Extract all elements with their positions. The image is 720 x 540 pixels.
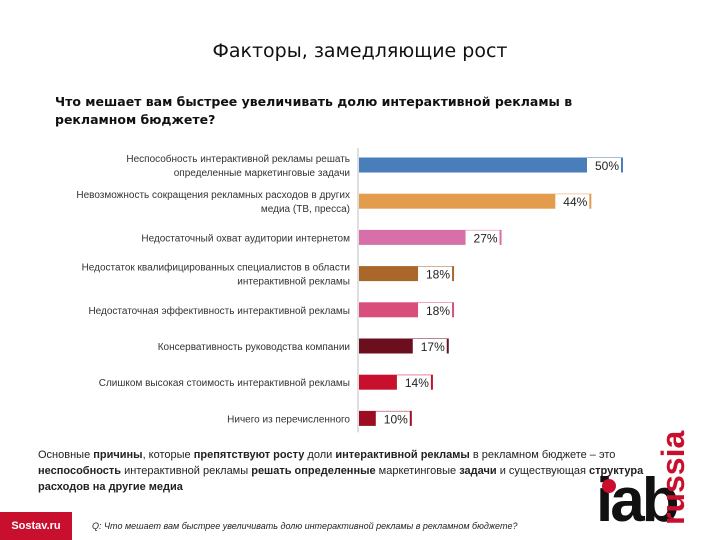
bar-value-label-bg-7 xyxy=(396,375,431,391)
bar-value-label-2: 44% xyxy=(563,195,587,209)
category-label-2-line-2: медиа (ТВ, пресса) xyxy=(261,204,350,215)
category-label-5: Недостаточная эффективность интерактивно… xyxy=(88,305,350,317)
bar-value-label-bg-4 xyxy=(418,266,453,282)
sostav-logo: Sostav.ru xyxy=(0,512,72,540)
bar-value-label-8: 10% xyxy=(384,412,408,426)
category-label-1-line-1: Неспособность интерактивной рекламы реша… xyxy=(126,153,350,165)
russia-logo-text: russia xyxy=(655,430,691,525)
iab-logo-dot xyxy=(602,479,616,493)
bar-value-label-3: 27% xyxy=(474,231,498,245)
bar-value-label-7: 14% xyxy=(405,376,429,390)
summary-text: Основные причины, которые препятствуют р… xyxy=(38,449,644,493)
category-label-4-line-2: интерактивной рекламы xyxy=(237,277,350,288)
bar-value-label-1: 50% xyxy=(595,159,619,173)
bar-value-label-bg-6 xyxy=(412,339,447,354)
bar-value-label-bg-3 xyxy=(465,230,500,246)
bar-value-label-bg-8 xyxy=(375,411,410,427)
category-label-8: Ничего из перечисленного xyxy=(227,414,350,425)
bar-value-label-6: 17% xyxy=(421,340,445,354)
bar-value-label-bg-5 xyxy=(418,302,453,318)
bar-1 xyxy=(359,157,623,173)
page-title: Факторы, замедляющие рост xyxy=(212,40,508,62)
chart-question: Что мешает вам быстрее увеличивать долю … xyxy=(55,94,573,127)
category-label-1-line-2: определенные маркетинговые задачи xyxy=(174,168,350,179)
category-label-2-line-1: Невозможность сокращения рекламных расхо… xyxy=(76,190,350,201)
footnote: Q: Что мешает вам быстрее увеличивать до… xyxy=(92,521,518,531)
category-label-7: Слишком высокая стоимость интерактивной … xyxy=(99,378,350,389)
bar-value-label-4: 18% xyxy=(426,268,450,282)
bar-value-label-5: 18% xyxy=(426,304,450,318)
bar-2 xyxy=(359,193,592,209)
category-label-4-line-1: Недостаток квалифицированных специалисто… xyxy=(82,262,350,274)
category-label-3: Недостаточный охват аудитории интернетом xyxy=(141,233,350,244)
bar-value-label-bg-2 xyxy=(555,194,590,210)
category-label-6: Консервативность руководства компании xyxy=(158,342,350,353)
bar-chart: 50% Неспособность интерактивной рекламы р… xyxy=(76,148,623,433)
bar-value-label-bg-1 xyxy=(587,158,621,173)
